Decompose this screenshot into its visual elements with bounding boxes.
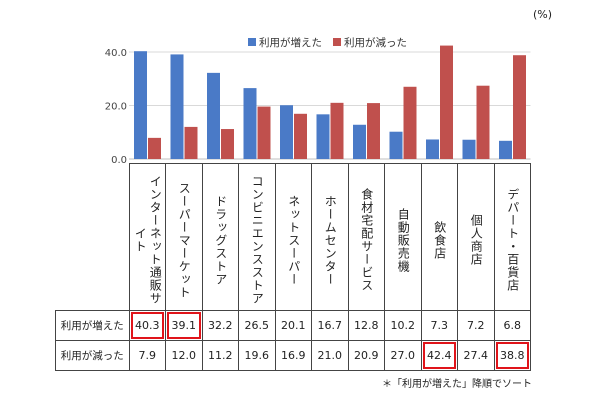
value-decreased: 21.0 — [311, 340, 349, 371]
category-label: インターネット通販サイト — [133, 175, 163, 305]
bar-increased — [389, 131, 403, 159]
category-cell: インターネット通販サイト — [128, 163, 166, 311]
value-increased: 40.3 — [128, 310, 166, 341]
y-tick-label: 0.0 — [111, 155, 127, 165]
category-cell: ドラッグストア — [201, 163, 239, 311]
decreased-row: 利用が減った 7.9 12.0 11.2 19.6 16.9 21.0 20.9 27.0 42… — [55, 340, 531, 371]
bar-decreased — [476, 85, 490, 159]
legend-swatch-decreased — [333, 38, 341, 46]
row-label-increased: 利用が増えた — [55, 310, 130, 341]
bar-decreased — [330, 102, 344, 159]
y-tick-label: 40.0 — [105, 48, 127, 59]
category-cell: コンビニエンスストア — [238, 163, 276, 311]
bar-decreased — [148, 137, 161, 159]
value-decreased: 12.0 — [165, 340, 203, 371]
value-decreased: 42.4 — [420, 340, 458, 371]
bar-increased — [134, 51, 147, 160]
bar-increased — [499, 140, 512, 159]
category-cell: 飲食店 — [420, 163, 458, 311]
value-decreased: 20.9 — [347, 340, 385, 371]
bar-increased — [316, 114, 330, 159]
category-table: インターネット通販サイト スーパーマーケット ドラッグストア コンビニエンスストア ネッ… — [55, 163, 531, 371]
bar-decreased — [403, 86, 417, 159]
category-label: ホームセンター — [323, 194, 338, 286]
value-decreased: 11.2 — [201, 340, 239, 371]
y-tick-label: 20.0 — [105, 102, 127, 113]
bar-decreased — [221, 129, 234, 159]
value-increased: 12.8 — [347, 310, 385, 341]
category-label: 個人商店 — [469, 214, 484, 266]
row-label-decreased: 利用が減った — [55, 340, 130, 371]
value-decreased: 7.9 — [128, 340, 166, 371]
value-decreased: 27.4 — [457, 340, 495, 371]
value-increased: 7.2 — [457, 310, 495, 341]
sort-footnote: ＊「利用が増えた」降順でソート — [382, 379, 532, 390]
bar-increased — [426, 139, 439, 159]
category-header-row: インターネット通販サイト スーパーマーケット ドラッグストア コンビニエンスストア ネッ… — [55, 163, 531, 311]
category-label: 自動販売機 — [396, 207, 411, 273]
category-label: 飲食店 — [432, 220, 447, 260]
bar-increased — [462, 139, 476, 159]
value-increased: 26.5 — [238, 310, 276, 341]
category-label: スーパーマーケット — [177, 181, 192, 299]
category-label: 食材宅配サービス — [359, 188, 374, 292]
category-cell: 個人商店 — [457, 163, 495, 311]
value-increased: 10.2 — [384, 310, 422, 341]
unit-label: (%) — [533, 8, 553, 21]
bar-decreased — [184, 126, 198, 159]
value-decreased: 16.9 — [274, 340, 312, 371]
category-label: デパート・百貨店 — [505, 188, 520, 292]
legend-swatch-increased — [248, 38, 256, 46]
value-increased: 7.3 — [420, 310, 458, 341]
bar-increased — [207, 72, 220, 159]
bar-decreased — [367, 103, 380, 159]
table-corner — [55, 163, 130, 311]
value-decreased: 19.6 — [238, 340, 276, 371]
category-cell: スーパーマーケット — [165, 163, 203, 311]
value-increased: 20.1 — [274, 310, 312, 341]
bar-increased — [170, 54, 184, 159]
category-label: コンビニエンスストア — [250, 175, 265, 305]
value-increased: 32.2 — [201, 310, 239, 341]
category-cell: 自動販売機 — [384, 163, 422, 311]
legend-label-decreased: 利用が減った — [344, 36, 407, 49]
increased-row: 利用が増えた 40.3 39.1 32.2 26.5 20.1 16.7 12.8 10.2 7… — [55, 310, 531, 341]
category-cell: デパート・百貨店 — [493, 163, 531, 311]
bar-increased — [243, 88, 257, 159]
bar-decreased — [257, 106, 271, 159]
value-increased: 39.1 — [165, 310, 203, 341]
value-increased: 16.7 — [311, 310, 349, 341]
value-increased: 6.8 — [493, 310, 531, 341]
value-decreased: 38.8 — [493, 340, 531, 371]
bar-decreased — [440, 45, 453, 159]
bar-decreased — [294, 113, 307, 159]
category-cell: ネットスーパー — [274, 163, 312, 311]
legend-label-increased: 利用が増えた — [259, 36, 322, 49]
category-cell: 食材宅配サービス — [347, 163, 385, 311]
bar-increased — [353, 124, 366, 159]
bar-chart: 0.0 20.0 40.0 利用が増えた 利用が減った — [105, 36, 531, 165]
category-label: ネットスーパー — [286, 194, 301, 286]
bar-increased — [280, 105, 293, 159]
value-decreased: 27.0 — [384, 340, 422, 371]
bar-decreased — [513, 55, 526, 159]
category-label: ドラッグストア — [213, 194, 228, 286]
category-cell: ホームセンター — [311, 163, 349, 311]
